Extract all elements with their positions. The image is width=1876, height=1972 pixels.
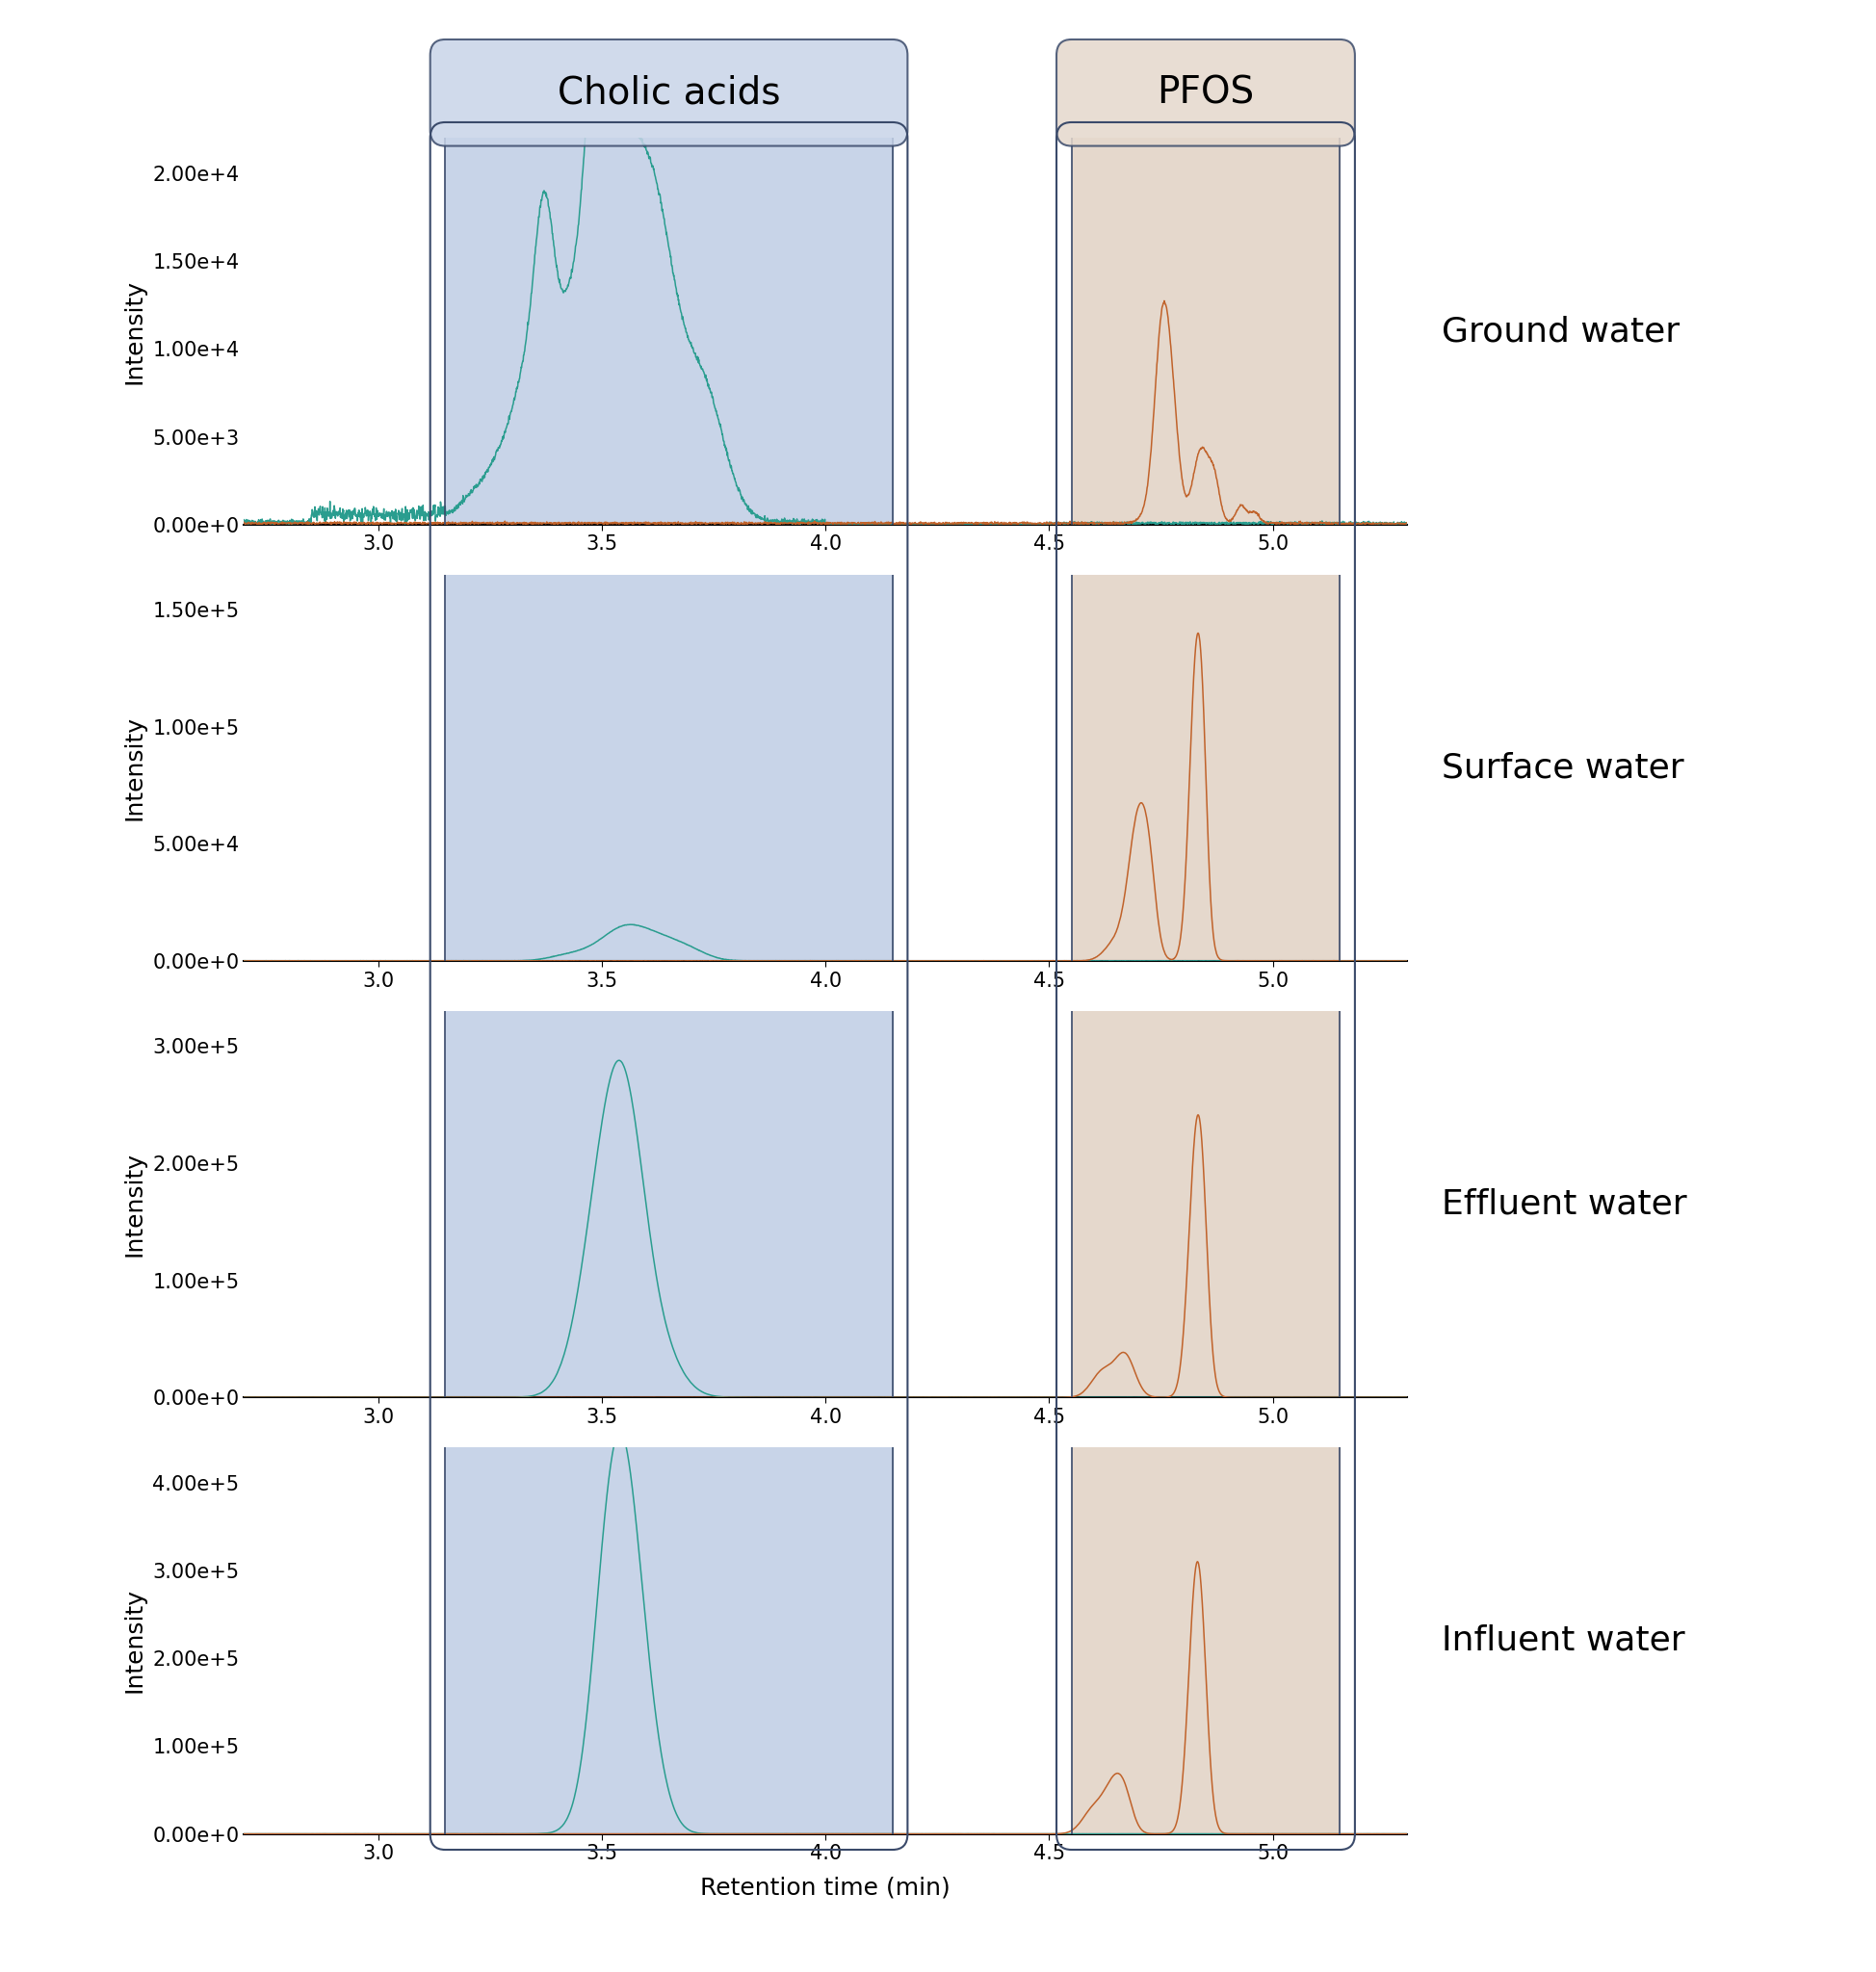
- Y-axis label: Intensity: Intensity: [122, 1152, 146, 1256]
- Text: Surface water: Surface water: [1443, 751, 1685, 785]
- X-axis label: Retention time (min): Retention time (min): [700, 1877, 951, 1899]
- Bar: [445, 574, 893, 960]
- Text: Influent water: Influent water: [1443, 1625, 1685, 1656]
- Y-axis label: Intensity: Intensity: [122, 278, 146, 385]
- Text: Cholic acids: Cholic acids: [557, 75, 780, 110]
- Bar: [1071, 1012, 1339, 1398]
- Y-axis label: Intensity: Intensity: [122, 716, 146, 820]
- Bar: [445, 1447, 893, 1834]
- Y-axis label: Intensity: Intensity: [122, 1587, 146, 1694]
- Bar: [445, 1012, 893, 1398]
- Bar: [1071, 138, 1339, 525]
- Bar: [445, 138, 893, 525]
- Bar: [1071, 1447, 1339, 1834]
- Text: Ground water: Ground water: [1443, 316, 1679, 347]
- Text: Effluent water: Effluent water: [1443, 1187, 1687, 1221]
- Text: PFOS: PFOS: [1157, 75, 1255, 110]
- Bar: [1071, 574, 1339, 960]
